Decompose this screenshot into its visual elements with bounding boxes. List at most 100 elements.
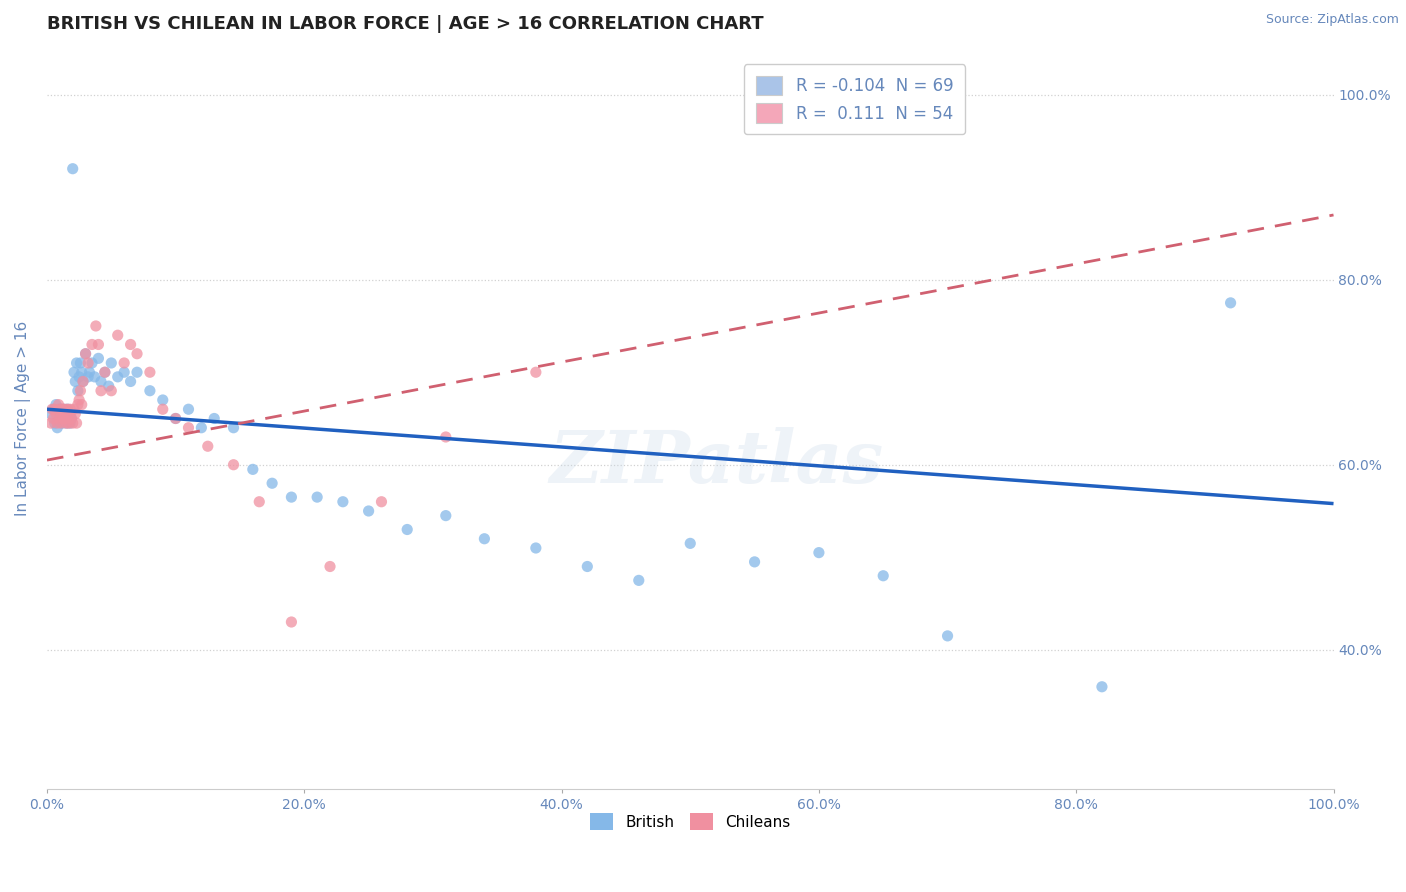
Point	[70, 365, 93, 379]
Point	[59, 402, 82, 417]
Point	[48, 402, 70, 417]
Point	[59, 416, 82, 430]
Point	[434, 508, 457, 523]
Point	[242, 462, 264, 476]
Y-axis label: In Labor Force | Age > 16: In Labor Force | Age > 16	[15, 321, 31, 516]
Point	[90, 384, 112, 398]
Point	[41, 402, 63, 417]
Point	[222, 458, 245, 472]
Point	[177, 402, 200, 417]
Point	[872, 568, 894, 582]
Point	[67, 392, 90, 407]
Point	[679, 536, 702, 550]
Point	[62, 416, 84, 430]
Point	[165, 411, 187, 425]
Point	[39, 416, 62, 430]
Point	[262, 476, 284, 491]
Point	[80, 337, 103, 351]
Point	[46, 421, 69, 435]
Point	[280, 615, 302, 629]
Point	[49, 411, 72, 425]
Point	[49, 407, 72, 421]
Point	[53, 402, 76, 417]
Point	[44, 402, 66, 417]
Point	[357, 504, 380, 518]
Point	[125, 347, 148, 361]
Point	[45, 407, 67, 421]
Point	[75, 347, 97, 361]
Point	[94, 365, 117, 379]
Point	[152, 392, 174, 407]
Point	[120, 337, 142, 351]
Point	[370, 494, 392, 508]
Point	[280, 490, 302, 504]
Point	[1091, 680, 1114, 694]
Point	[434, 430, 457, 444]
Point	[58, 416, 80, 430]
Point	[66, 398, 89, 412]
Point	[49, 402, 72, 417]
Point	[42, 402, 65, 417]
Point	[107, 369, 129, 384]
Point	[55, 416, 77, 430]
Point	[576, 559, 599, 574]
Point	[77, 356, 100, 370]
Point	[80, 356, 103, 370]
Point	[46, 416, 69, 430]
Point	[45, 398, 67, 412]
Point	[202, 411, 225, 425]
Point	[67, 369, 90, 384]
Point	[79, 365, 101, 379]
Text: ZIPatlas: ZIPatlas	[548, 427, 883, 499]
Point	[42, 411, 65, 425]
Point	[100, 356, 122, 370]
Point	[55, 411, 77, 425]
Point	[63, 402, 86, 417]
Point	[58, 407, 80, 421]
Point	[474, 532, 496, 546]
Point	[94, 365, 117, 379]
Point	[112, 356, 135, 370]
Point	[52, 402, 75, 417]
Point	[87, 337, 110, 351]
Point	[51, 407, 73, 421]
Point	[69, 356, 91, 370]
Point	[197, 439, 219, 453]
Point	[56, 402, 79, 417]
Point	[84, 318, 107, 333]
Point	[60, 411, 83, 425]
Point	[77, 369, 100, 384]
Point	[75, 347, 97, 361]
Point	[332, 494, 354, 508]
Point	[62, 161, 84, 176]
Point	[48, 398, 70, 412]
Point	[72, 375, 94, 389]
Point	[65, 356, 87, 370]
Point	[49, 402, 72, 417]
Point	[125, 365, 148, 379]
Point	[51, 416, 73, 430]
Point	[59, 407, 82, 421]
Text: BRITISH VS CHILEAN IN LABOR FORCE | AGE > 16 CORRELATION CHART: BRITISH VS CHILEAN IN LABOR FORCE | AGE …	[46, 15, 763, 33]
Point	[90, 375, 112, 389]
Point	[107, 328, 129, 343]
Point	[58, 411, 80, 425]
Point	[83, 369, 105, 384]
Point	[55, 416, 77, 430]
Point	[807, 546, 830, 560]
Point	[165, 411, 187, 425]
Point	[744, 555, 766, 569]
Point	[112, 365, 135, 379]
Point	[177, 421, 200, 435]
Point	[39, 407, 62, 421]
Point	[1219, 296, 1241, 310]
Point	[222, 421, 245, 435]
Point	[60, 411, 83, 425]
Point	[120, 375, 142, 389]
Point	[51, 402, 73, 417]
Point	[100, 384, 122, 398]
Point	[69, 384, 91, 398]
Point	[63, 365, 86, 379]
Point	[524, 365, 547, 379]
Point	[247, 494, 270, 508]
